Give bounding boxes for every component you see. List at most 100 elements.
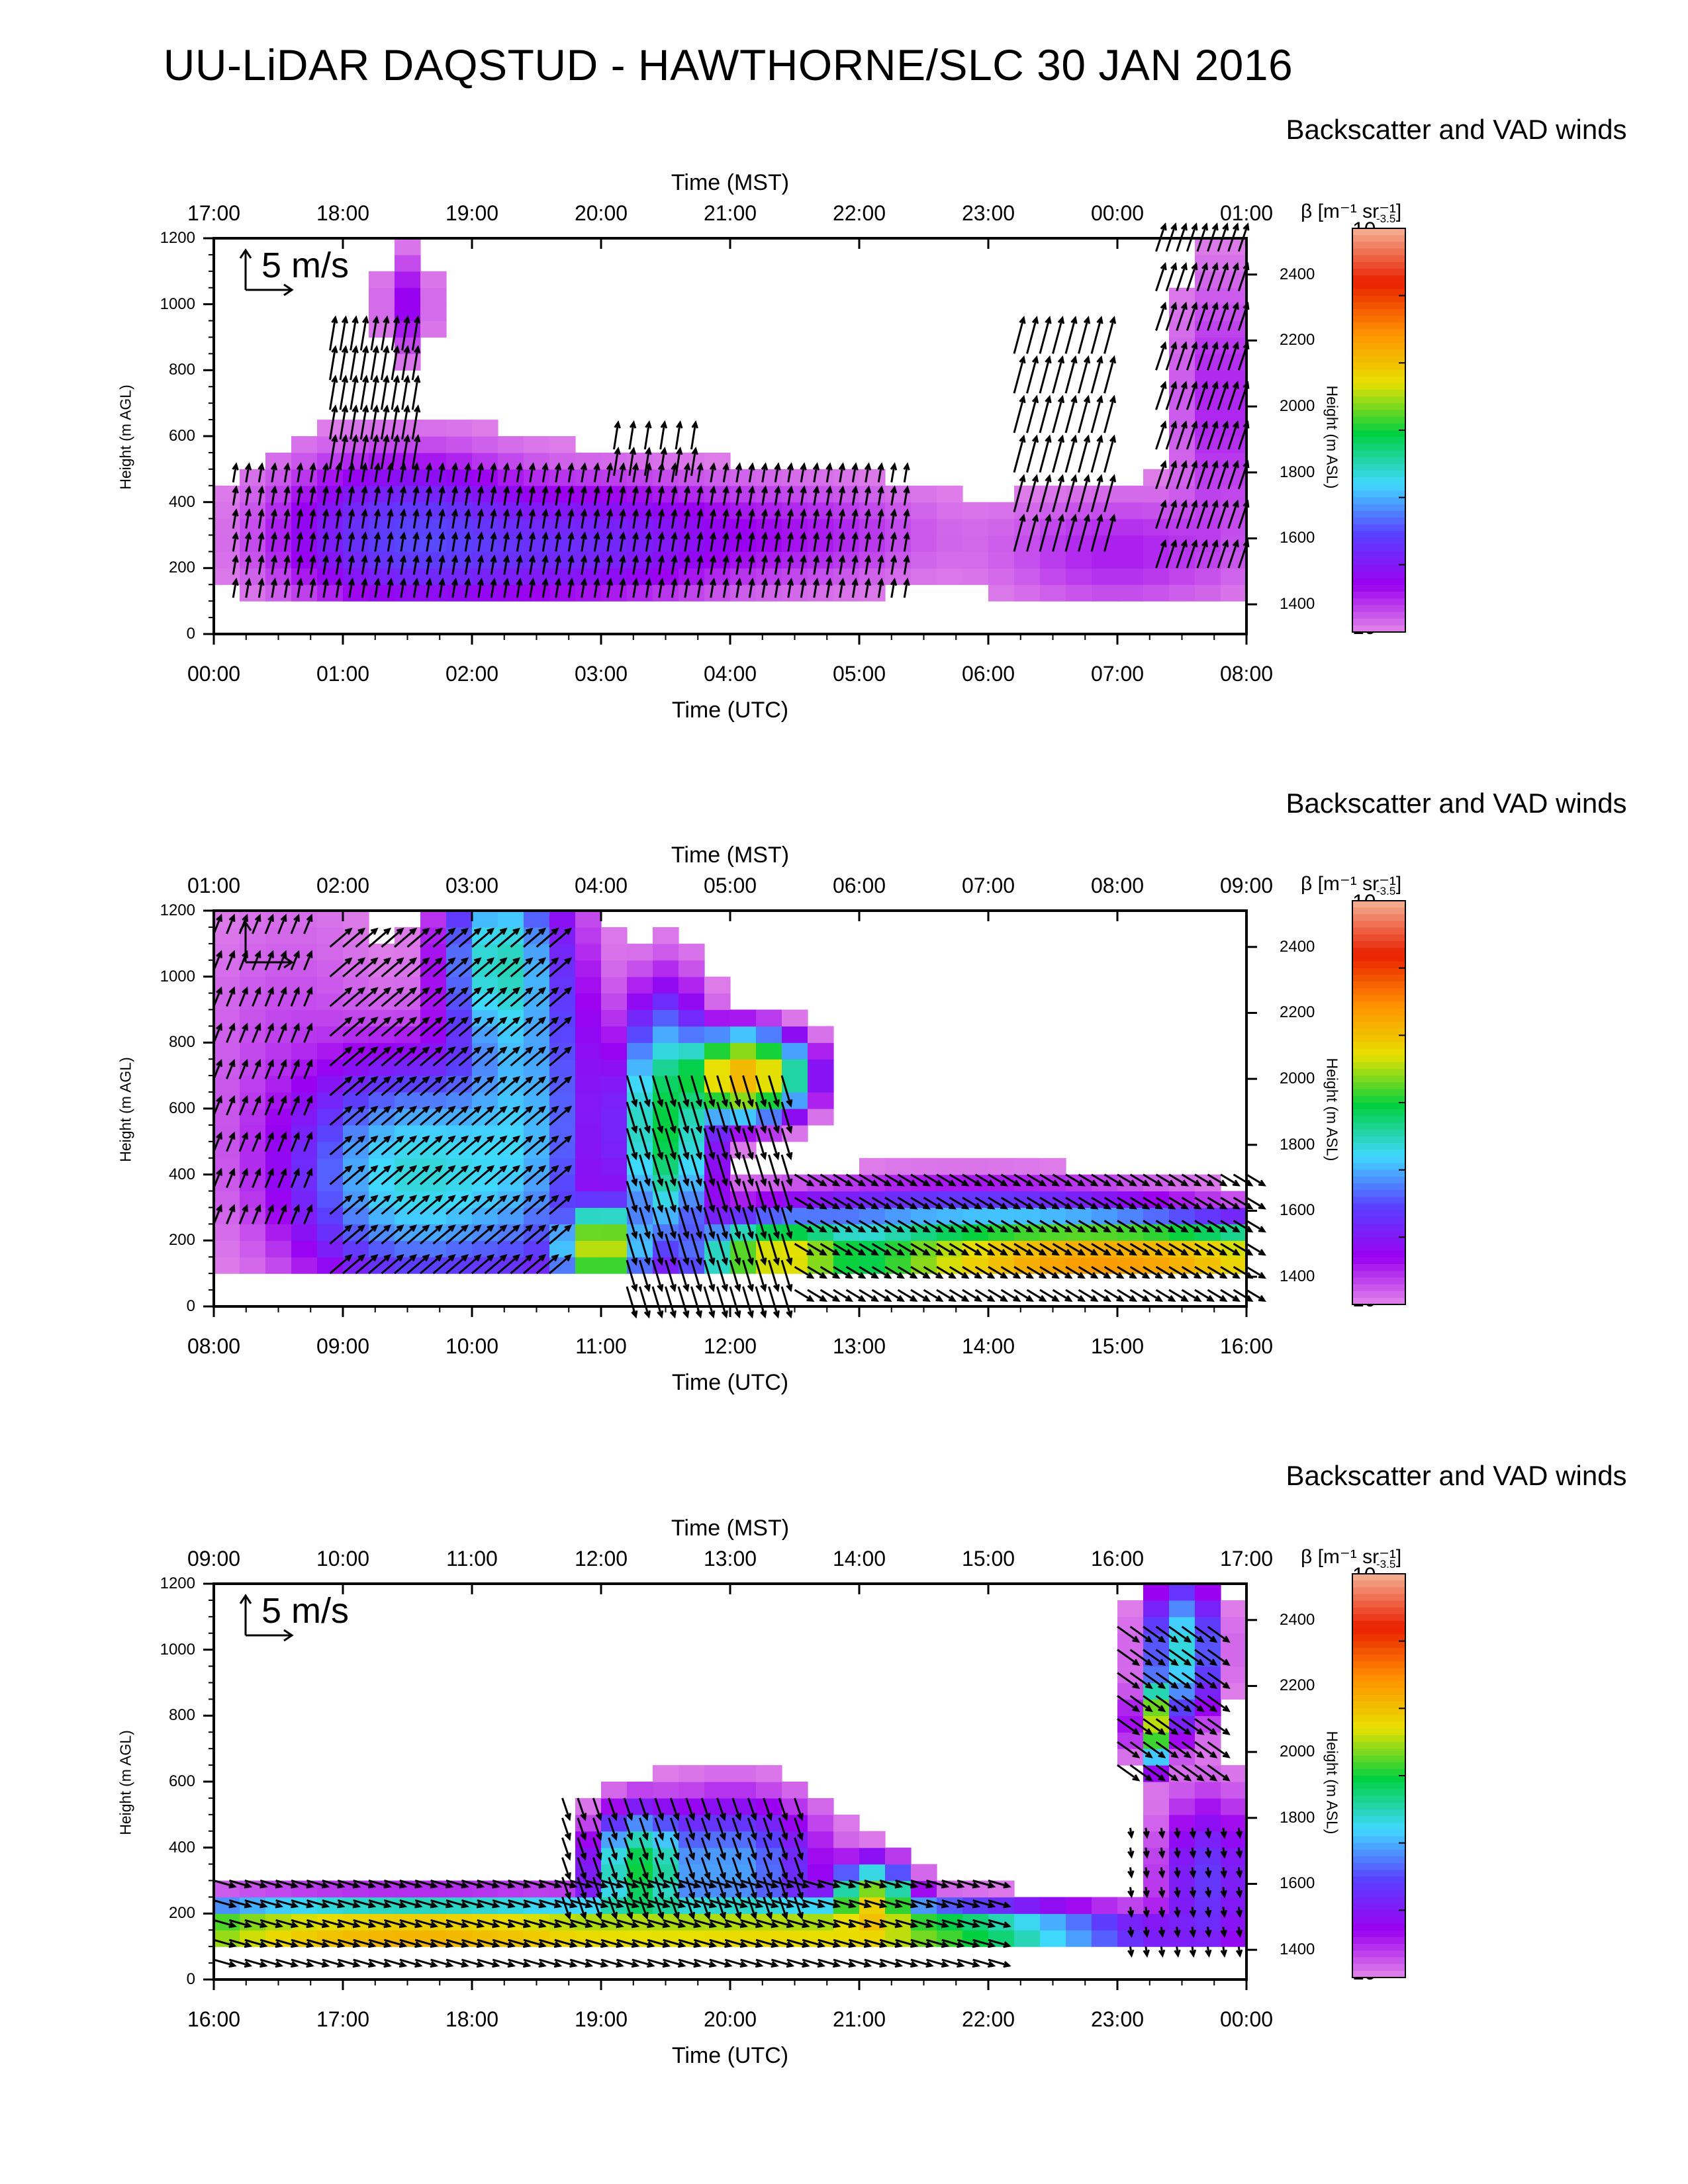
wind-arrow [665, 1233, 677, 1266]
wind-arrow [890, 462, 898, 483]
wind-arrow [296, 554, 304, 575]
wind-arrow [593, 462, 600, 483]
backscatter-cell [808, 1864, 834, 1882]
backscatter-cell [988, 1880, 1015, 1898]
wind-arrow [665, 1075, 677, 1108]
wind-arrow [399, 508, 407, 529]
wind-arrow [1217, 301, 1229, 332]
wind-arrow [623, 1797, 633, 1821]
wind-arrow [492, 1899, 516, 1909]
wind-arrow [445, 957, 469, 978]
x-tick-label-mst: 00:00 [1090, 201, 1145, 225]
wind-arrow [794, 1817, 804, 1841]
wind-arrow [1064, 394, 1078, 433]
wind-arrow [1155, 381, 1167, 410]
wind-arrow [1207, 381, 1219, 410]
backscatter-cell [1092, 1930, 1118, 1947]
backscatter-cell [1066, 1913, 1092, 1931]
wind-arrow [729, 1075, 741, 1108]
backscatter-cell [1117, 1257, 1144, 1274]
wind-arrow [309, 485, 316, 506]
wind-arrow [608, 1817, 618, 1841]
wind-arrow [716, 1181, 728, 1213]
wind-arrow [884, 1197, 905, 1210]
backscatter-cell [962, 502, 989, 520]
wind-arrow [780, 1207, 793, 1240]
wind-arrow [516, 485, 523, 506]
backscatter-cell [265, 1109, 292, 1126]
backscatter-cell [291, 518, 318, 536]
wind-arrow [988, 1899, 1011, 1909]
backscatter-cell [937, 485, 963, 503]
wind-arrow [523, 957, 547, 978]
x-tick-label-utc: 09:00 [316, 1334, 370, 1358]
wind-arrow [244, 508, 252, 529]
wind-arrow [800, 577, 807, 598]
wind-arrow [306, 1899, 330, 1909]
backscatter-cell [782, 1009, 808, 1027]
wind-arrow [420, 1224, 444, 1245]
wind-arrow [399, 485, 407, 506]
wind-arrow [623, 1837, 633, 1861]
y-tick-label-asl: 2200 [1280, 1003, 1315, 1022]
wind-arrow [742, 1154, 754, 1187]
colorbar-swatch [1352, 598, 1405, 606]
wind-arrow [538, 1899, 563, 1909]
backscatter-cell [369, 584, 395, 602]
wind-arrow [722, 462, 729, 483]
wind-arrow [1176, 539, 1188, 569]
wind-arrow [923, 1220, 944, 1233]
x-tick-label-mst: 04:00 [574, 874, 628, 897]
wind-arrow [1165, 539, 1178, 569]
wind-arrow [716, 1075, 728, 1108]
backscatter-cell [524, 911, 550, 928]
wind-arrow [903, 462, 910, 483]
wind-arrow [1117, 1173, 1137, 1187]
wind-arrow [244, 1958, 268, 1968]
x-tick-label-mst: 10:00 [316, 1547, 370, 1570]
wind-arrow [359, 315, 369, 351]
wind-arrow [628, 446, 637, 477]
wind-arrow [848, 1938, 872, 1948]
wind-arrow [361, 485, 368, 506]
wind-arrow [394, 1105, 418, 1126]
wind-arrow [1052, 355, 1065, 394]
wind-arrow [461, 1958, 485, 1968]
wind-arrow [696, 577, 704, 598]
wind-arrow [1026, 1173, 1047, 1187]
wind-arrow [1194, 1764, 1218, 1782]
wind-arrow [1196, 420, 1209, 450]
wind-arrow [1207, 1243, 1228, 1256]
backscatter-cell [937, 535, 963, 553]
wind-arrow [277, 1131, 287, 1152]
x-tick-label-utc: 03:00 [574, 662, 628, 686]
backscatter-cell [653, 518, 679, 536]
wind-arrow [549, 927, 573, 948]
wind-arrow [567, 577, 575, 598]
colorbar-swatch [1352, 316, 1405, 324]
wind-arrow [884, 1243, 905, 1256]
colorbar-swatch [1352, 443, 1405, 451]
backscatter-cell [472, 911, 498, 928]
wind-arrow [264, 913, 274, 934]
wind-arrow [936, 1197, 957, 1210]
wind-arrow [244, 531, 252, 552]
wind-arrow [626, 1207, 638, 1240]
wind-arrow [657, 554, 665, 575]
wind-arrow [1052, 1197, 1073, 1210]
wind-arrow [768, 1233, 780, 1266]
wind-arrow [471, 987, 495, 1007]
wind-arrow [432, 957, 456, 978]
wind-arrow [871, 1243, 892, 1256]
backscatter-cell [808, 1026, 834, 1043]
wind-arrow [329, 1253, 353, 1275]
wind-arrow [420, 927, 444, 948]
wind-arrow [897, 1265, 918, 1279]
wind-arrow [709, 485, 717, 506]
wind-arrow [359, 375, 369, 410]
backscatter-cell [679, 1059, 705, 1076]
backscatter-cell [1117, 518, 1144, 536]
wind-arrow [1174, 1927, 1181, 1938]
wind-arrow [877, 462, 884, 483]
wind-arrow [1194, 1672, 1218, 1690]
